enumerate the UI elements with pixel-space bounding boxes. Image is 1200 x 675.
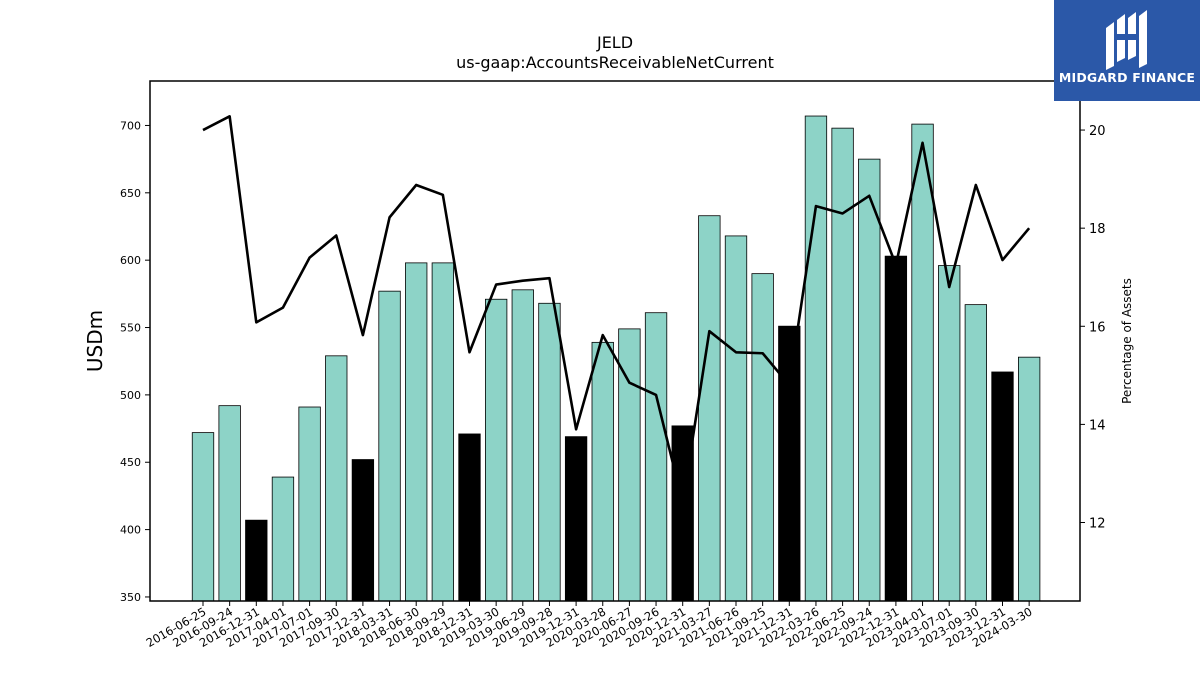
bar	[298, 406, 321, 602]
midgard-m-logo-icon	[1106, 10, 1147, 70]
bar	[724, 235, 748, 602]
bar	[938, 265, 961, 602]
bar	[351, 459, 375, 602]
y-tick-label-right: 12	[1089, 517, 1106, 532]
bar	[511, 289, 534, 602]
y-tick-label-left: 550	[120, 322, 141, 335]
bar	[591, 341, 614, 602]
y-tick-label-left: 700	[120, 119, 141, 132]
y-tick-label-left: 500	[120, 389, 141, 402]
bar	[1018, 356, 1041, 602]
bar	[831, 127, 854, 602]
percentage-line	[202, 115, 1031, 505]
bar	[964, 304, 987, 602]
bar	[325, 355, 348, 602]
y-tick-label-left: 650	[120, 187, 141, 200]
line-series	[202, 115, 1031, 505]
bar	[804, 115, 828, 602]
brand-name: MIDGARD FINANCE	[1058, 70, 1196, 85]
bar	[218, 405, 241, 602]
bar	[751, 273, 774, 602]
bar	[191, 432, 215, 602]
y-tick-label-right: 18	[1089, 222, 1106, 237]
y-tick-label-right: 16	[1089, 320, 1106, 335]
bar	[405, 262, 428, 602]
bar	[458, 433, 481, 602]
bar	[271, 476, 295, 602]
y-tick-label-left: 350	[120, 591, 141, 604]
bar-series	[191, 115, 1041, 602]
bar	[484, 298, 508, 602]
bar	[991, 371, 1014, 602]
bar	[698, 215, 721, 602]
y-axis-label-right: Percentage of Assets	[1120, 278, 1134, 404]
bar	[778, 325, 801, 602]
bar	[644, 312, 668, 602]
chart-subtitle: us-gaap:AccountsReceivableNetCurrent	[456, 53, 774, 72]
y-tick-label-left: 600	[120, 254, 141, 267]
bar	[431, 262, 455, 602]
bar	[245, 519, 268, 602]
y-tick-label-right: 20	[1089, 124, 1106, 139]
y-tick-label-left: 450	[120, 456, 141, 469]
y-tick-label-right: 14	[1089, 418, 1106, 433]
bar	[911, 123, 934, 602]
bar	[378, 290, 401, 602]
bar	[884, 255, 908, 602]
plot-frame	[149, 80, 1081, 602]
bar	[538, 302, 561, 602]
chart-title: JELD	[596, 33, 633, 52]
bar	[564, 436, 588, 602]
y-tick-label-left: 400	[120, 524, 141, 537]
bar	[858, 158, 881, 602]
brand-logo[interactable]: MIDGARD FINANCE	[1054, 0, 1200, 101]
y-axis-label-left: USDm	[83, 310, 107, 372]
